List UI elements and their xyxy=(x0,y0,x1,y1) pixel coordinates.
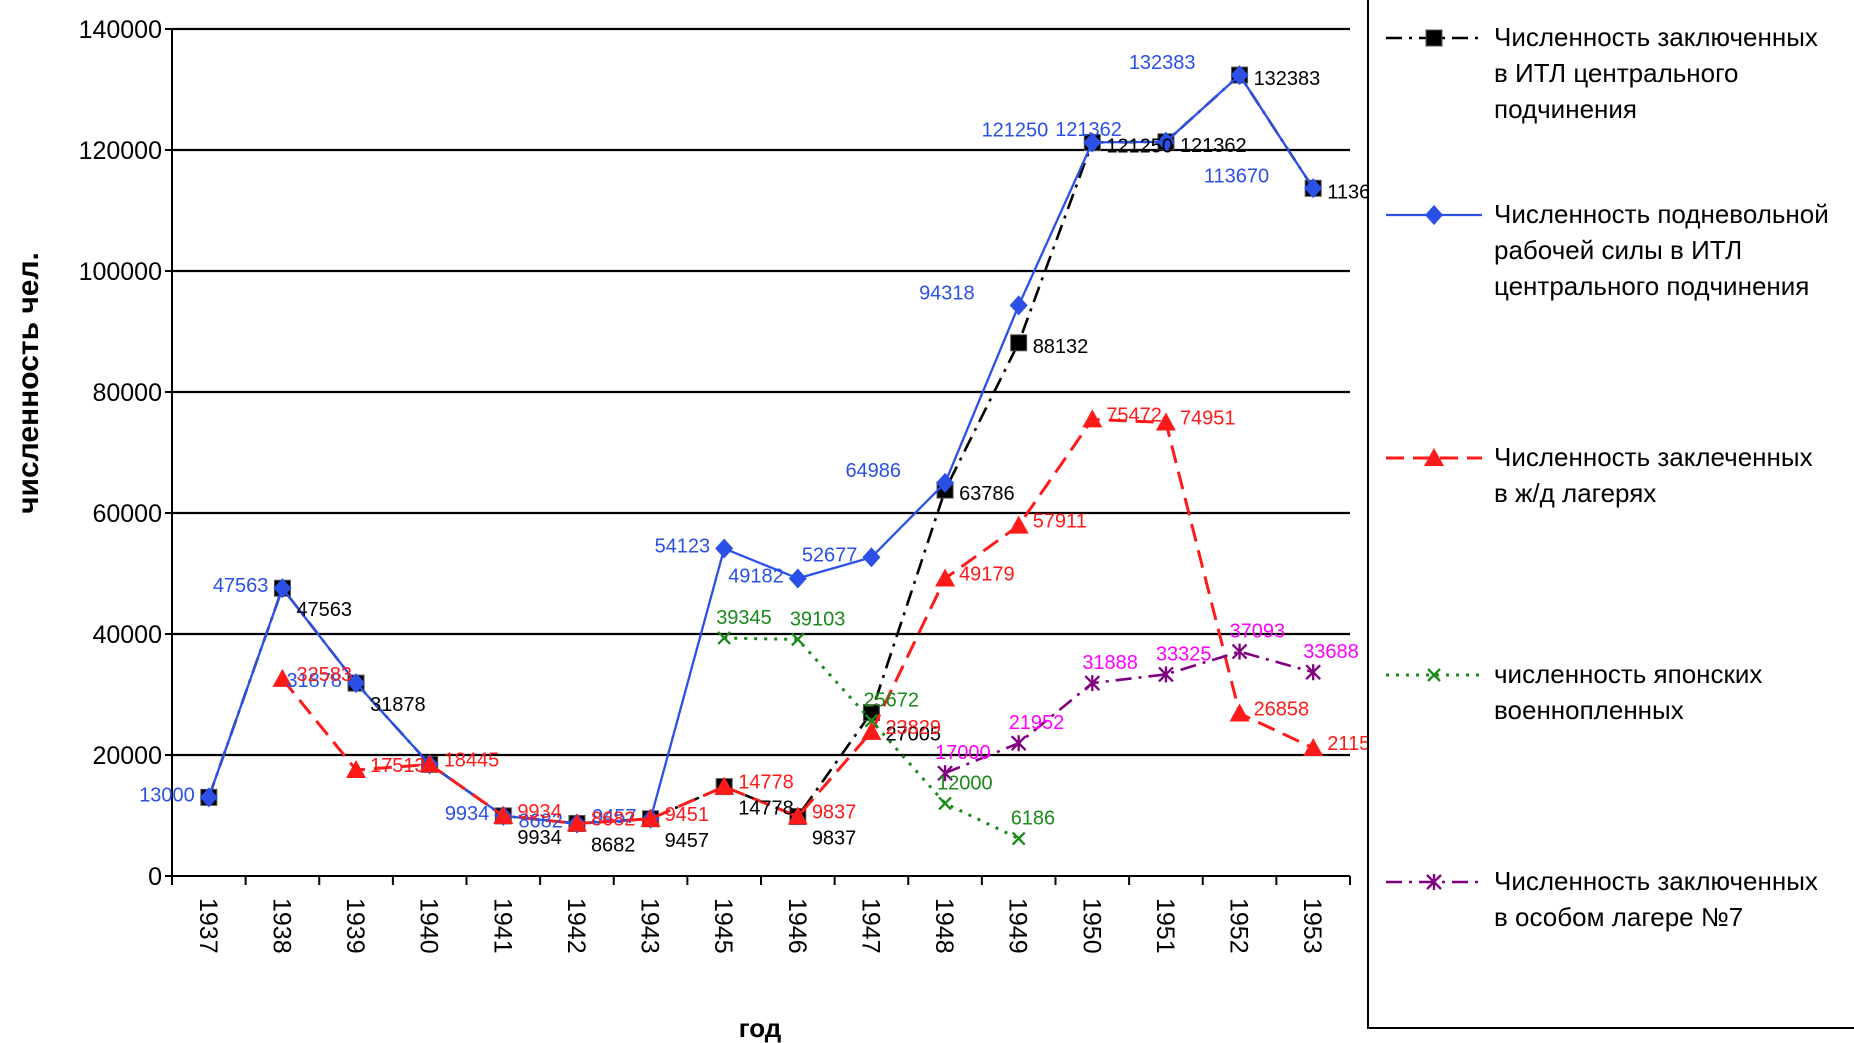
data-label: 33325 xyxy=(1156,643,1212,665)
y-axis-title: численность чел. xyxy=(12,252,45,514)
y-tick-label: 0 xyxy=(148,863,162,891)
data-label: 12000 xyxy=(937,772,993,794)
y-tick-label: 100000 xyxy=(79,258,162,286)
data-label: 33688 xyxy=(1303,641,1359,663)
y-tick-label: 40000 xyxy=(92,621,162,649)
series-5-point xyxy=(1233,644,1247,660)
data-label: 9837 xyxy=(812,801,857,823)
data-label: 18445 xyxy=(444,749,500,771)
series-4-point xyxy=(1013,833,1025,845)
data-label: 94318 xyxy=(919,282,975,304)
x-tick-label: 1942 xyxy=(562,898,590,954)
data-label: 113670 xyxy=(1204,165,1269,187)
data-label: 9837 xyxy=(812,827,857,849)
data-label: 54123 xyxy=(655,536,711,558)
series-group xyxy=(200,65,1323,844)
data-label: 31888 xyxy=(1082,652,1138,674)
data-label: 8682 xyxy=(591,808,636,830)
x-tick-label: 1937 xyxy=(194,898,222,954)
data-label: 57911 xyxy=(1033,511,1087,533)
data-label: 47563 xyxy=(213,575,269,597)
data-label: 39345 xyxy=(716,607,772,629)
data-label: 39103 xyxy=(790,608,846,630)
x-tick-label: 1938 xyxy=(267,898,295,954)
x-tick-label: 1939 xyxy=(341,898,369,954)
x-tick-label: 1953 xyxy=(1298,898,1326,954)
data-label: 49179 xyxy=(959,563,1015,585)
data-label: 26858 xyxy=(1254,699,1310,721)
data-label: 132383 xyxy=(1129,52,1196,74)
y-tick-label: 20000 xyxy=(92,742,162,770)
data-label: 32583 xyxy=(296,664,352,686)
x-tick-label: 1943 xyxy=(636,898,664,954)
data-label: 132383 xyxy=(1254,68,1321,90)
data-label: 74951 xyxy=(1180,408,1236,430)
x-axis: 1937 1938 1939 1940 1941 1942 1943 1945 1946 1947… xyxy=(172,876,1350,954)
series-3-point xyxy=(935,568,955,586)
x-tick-label: 1941 xyxy=(488,898,516,954)
data-label: 88132 xyxy=(1033,336,1089,358)
data-label: 9451 xyxy=(665,804,710,826)
data-label: 63786 xyxy=(959,483,1015,505)
x-tick-label: 1940 xyxy=(415,898,443,954)
series-2-point xyxy=(789,568,807,588)
data-label: 21952 xyxy=(1009,712,1065,734)
data-label: 14778 xyxy=(738,772,794,794)
data-label: 121250 xyxy=(982,119,1049,141)
y-axis: 0 20000 40000 60000 80000 100000 120000 140000 xyxy=(79,16,172,891)
data-label: 8682 xyxy=(591,834,636,856)
data-label: 9934 xyxy=(517,801,562,823)
data-label: 14778 xyxy=(738,798,794,820)
data-label: 121362 xyxy=(1180,135,1247,157)
data-label: 25672 xyxy=(863,690,919,712)
series-5-point xyxy=(1012,735,1026,751)
data-label: 13000 xyxy=(139,784,195,806)
x-tick-label: 1949 xyxy=(1004,898,1032,954)
y-tick-label: 120000 xyxy=(79,137,162,165)
y-tick-label: 140000 xyxy=(79,16,162,44)
x-tick-label: 1950 xyxy=(1077,898,1105,954)
series-3-point xyxy=(1303,738,1323,756)
data-label: 31878 xyxy=(370,694,426,716)
series-4-point xyxy=(939,797,951,809)
y-tick-label: 80000 xyxy=(92,379,162,407)
data-label: 52677 xyxy=(802,544,858,566)
series-1-point xyxy=(1011,335,1027,351)
series-5-point xyxy=(1306,664,1320,680)
series-2-point xyxy=(715,539,733,559)
data-label: 17513 xyxy=(370,755,426,777)
data-label: 9934 xyxy=(445,803,490,825)
x-tick-label: 1951 xyxy=(1151,898,1179,954)
x-axis-title: год xyxy=(739,1013,782,1043)
series-3-point xyxy=(1230,704,1250,722)
x-tick-label: 1948 xyxy=(930,898,958,954)
series-4-point xyxy=(792,633,804,645)
data-label: 9457 xyxy=(665,830,710,852)
x-tick-label: 1947 xyxy=(856,898,884,954)
data-label: 75472 xyxy=(1106,404,1162,426)
data-label: 23829 xyxy=(885,717,941,739)
x-tick-label: 1952 xyxy=(1225,898,1253,954)
data-label: 37093 xyxy=(1230,621,1286,643)
series-3-point xyxy=(1009,516,1029,534)
series-2-point xyxy=(1010,295,1028,315)
data-label: 17000 xyxy=(935,742,991,764)
x-tick-label: 1945 xyxy=(709,898,737,954)
x-tick-label: 1946 xyxy=(783,898,811,954)
data-label: 47563 xyxy=(296,599,352,621)
legend-marker-1 xyxy=(1426,30,1442,46)
data-label: 49182 xyxy=(728,565,784,587)
data-label: 121362 xyxy=(1055,119,1122,141)
y-tick-label: 60000 xyxy=(92,500,162,528)
data-label: 64986 xyxy=(845,460,901,482)
data-label: 6186 xyxy=(1011,808,1056,830)
